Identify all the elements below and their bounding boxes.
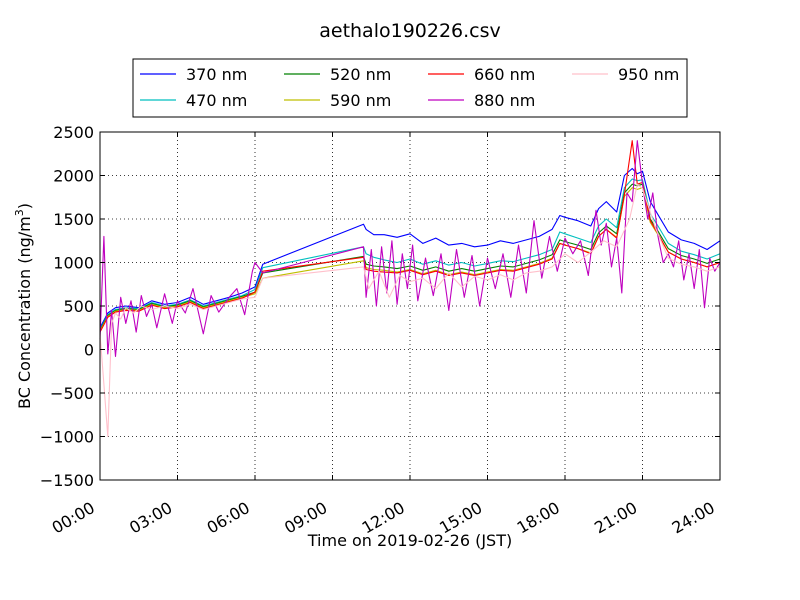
y-tick-label: 2500 <box>53 123 94 142</box>
y-tick-label: −1500 <box>40 471 94 490</box>
y-tick-label: −500 <box>50 384 94 403</box>
y-tick-label: 2000 <box>53 167 94 186</box>
legend: 370 nm 470 nm 520 nm 590 nm 660 nm 880 nm 950 … <box>132 58 688 118</box>
chart-title: aethalo190226.csv <box>319 20 501 42</box>
y-tick-label: 1500 <box>53 210 94 229</box>
legend-box <box>132 58 688 118</box>
x-axis-label: Time on 2019-02-26 (JST) <box>307 531 512 550</box>
series-line-950-nm <box>99 183 721 438</box>
legend-label: 470 nm <box>186 91 247 110</box>
y-axis-label: BC Concentration (ng/m3) <box>13 203 34 409</box>
grid <box>100 132 720 480</box>
y-tick-label: −1000 <box>40 428 94 447</box>
y-axis-label-text: BC Concentration (ng/m <box>15 216 34 409</box>
series-lines <box>99 140 721 438</box>
legend-label: 950 nm <box>618 65 679 84</box>
series-line-880-nm <box>99 140 721 358</box>
y-tick-label: 1000 <box>53 254 94 273</box>
legend-label: 520 nm <box>330 65 391 84</box>
legend-label: 590 nm <box>330 91 391 110</box>
legend-label: 880 nm <box>474 91 535 110</box>
y-axis-label-tail: ) <box>15 203 34 209</box>
legend-label: 660 nm <box>474 65 535 84</box>
y-tick-label: 500 <box>63 297 94 316</box>
y-tick-label: 0 <box>84 341 94 360</box>
y-axis-label-sup: 3 <box>13 209 26 216</box>
legend-label: 370 nm <box>186 65 247 84</box>
